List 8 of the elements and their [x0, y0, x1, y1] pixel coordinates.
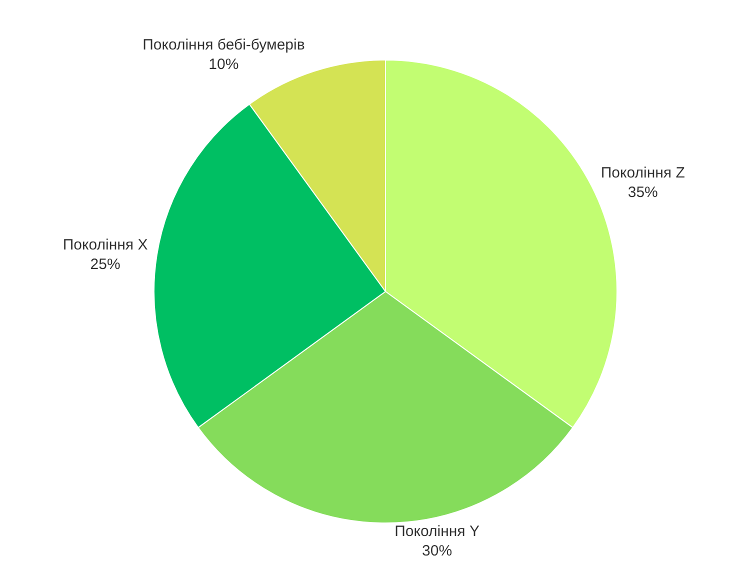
data-label: 25%: [90, 256, 120, 274]
data-label: 35%: [628, 184, 658, 201]
slice-label: Покоління бебі-бумерів: [142, 36, 305, 54]
slice-label: Покоління Y: [394, 523, 480, 540]
slice-label: Покоління X: [62, 236, 148, 254]
slice-label: Покоління Z: [600, 164, 685, 182]
data-label: 30%: [422, 542, 452, 560]
data-label: 10%: [208, 56, 239, 74]
